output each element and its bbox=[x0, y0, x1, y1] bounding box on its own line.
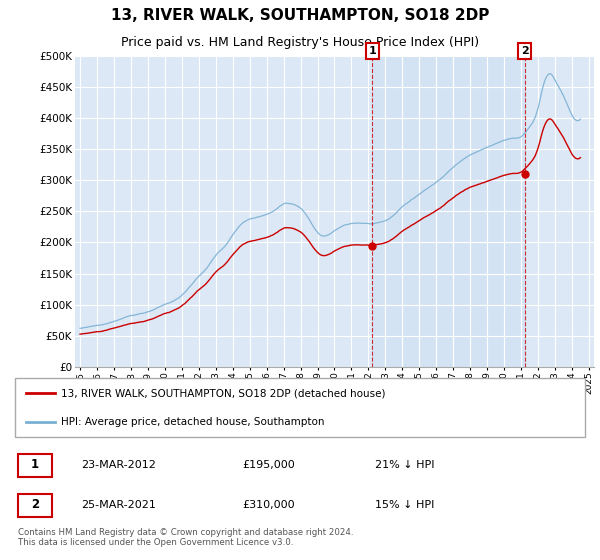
Text: 25-MAR-2021: 25-MAR-2021 bbox=[81, 500, 156, 510]
Text: £195,000: £195,000 bbox=[242, 460, 295, 470]
Text: £310,000: £310,000 bbox=[242, 500, 295, 510]
Text: 23-MAR-2012: 23-MAR-2012 bbox=[81, 460, 156, 470]
Text: HPI: Average price, detached house, Southampton: HPI: Average price, detached house, Sout… bbox=[61, 417, 325, 427]
Text: 1: 1 bbox=[368, 46, 376, 56]
Text: 13, RIVER WALK, SOUTHAMPTON, SO18 2DP: 13, RIVER WALK, SOUTHAMPTON, SO18 2DP bbox=[111, 8, 489, 24]
FancyBboxPatch shape bbox=[18, 454, 52, 477]
Text: 15% ↓ HPI: 15% ↓ HPI bbox=[375, 500, 434, 510]
Text: Price paid vs. HM Land Registry's House Price Index (HPI): Price paid vs. HM Land Registry's House … bbox=[121, 36, 479, 49]
FancyBboxPatch shape bbox=[18, 493, 52, 517]
Bar bbox=[372, 56, 525, 367]
Text: 1: 1 bbox=[31, 459, 39, 472]
Text: 13, RIVER WALK, SOUTHAMPTON, SO18 2DP (detached house): 13, RIVER WALK, SOUTHAMPTON, SO18 2DP (d… bbox=[61, 388, 385, 398]
Text: Contains HM Land Registry data © Crown copyright and database right 2024.
This d: Contains HM Land Registry data © Crown c… bbox=[18, 528, 353, 548]
Text: 21% ↓ HPI: 21% ↓ HPI bbox=[375, 460, 434, 470]
Text: 2: 2 bbox=[31, 498, 39, 511]
Text: 2: 2 bbox=[521, 46, 529, 56]
FancyBboxPatch shape bbox=[15, 378, 585, 437]
